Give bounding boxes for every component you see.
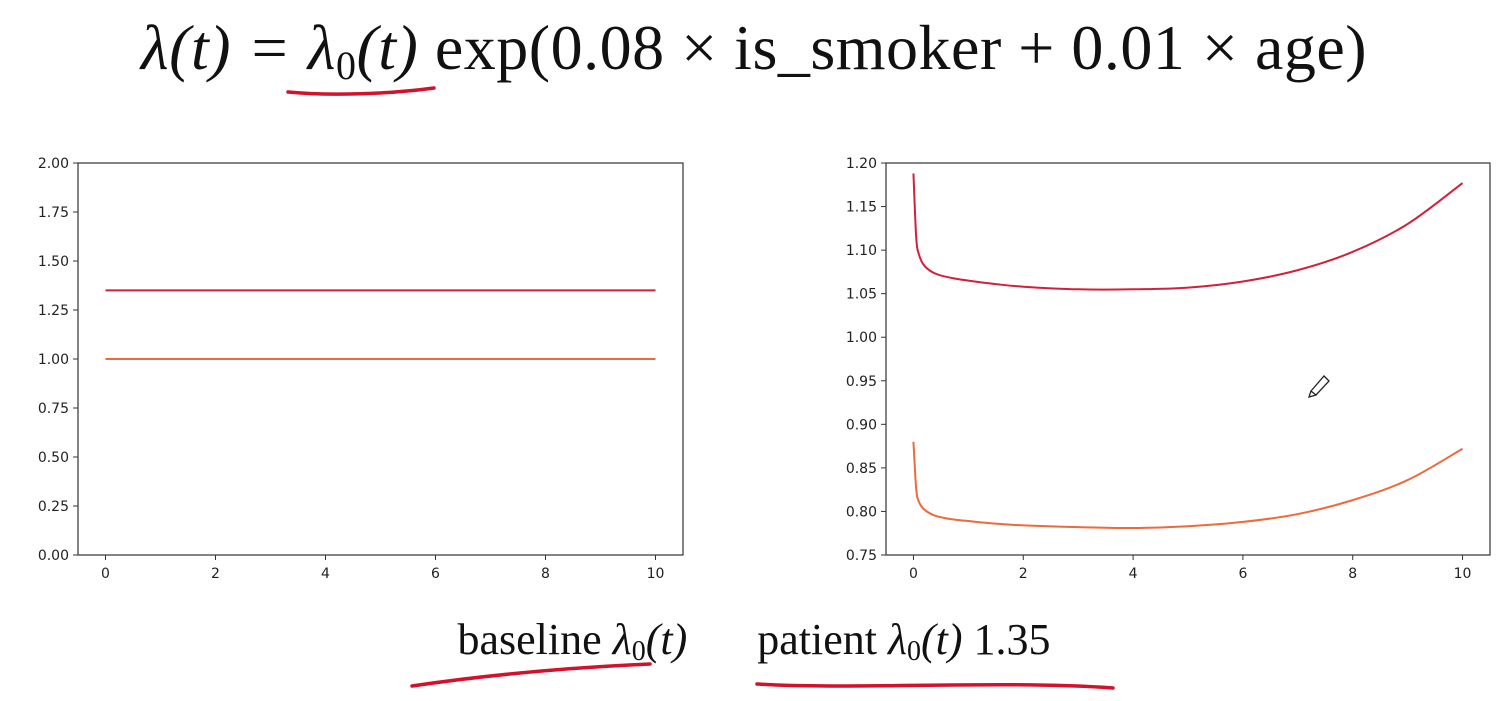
chart-0-x-tick-label: 10 [647, 566, 665, 582]
chart-1-plot-area: 0 2 4 6 8 10 0.75 0.80 0.85 0.90 0.95 1.00 1.05 1.10 1… [846, 156, 1491, 582]
chart-1-x-tick-label: 10 [1454, 566, 1472, 582]
chart-0-plot-area: 0 2 4 6 8 10 0.00 0.25 0.50 0.75 1.00 1.25 1.50 1.75 2… [38, 156, 684, 582]
formula-lambda0: λ0(t) [307, 12, 419, 88]
chart-1-x-tick-label: 6 [1238, 566, 1247, 582]
chart-0-x-tick-label: 4 [321, 566, 330, 582]
chart-1-series-0-line [912, 173, 1464, 291]
chart-0-y-tick-label: 0.00 [38, 548, 69, 564]
patient-multiplier: 1.35 [973, 615, 1051, 664]
chart-1-y-tick-label: 1.05 [846, 287, 877, 303]
chart-1-y-tick-label: 0.90 [846, 417, 877, 433]
chart-0-x-tick-label: 6 [431, 566, 440, 582]
chart-0-y-tick-label: 1.50 [38, 254, 69, 270]
chart-0-x-tick-label: 8 [541, 566, 550, 582]
chart-1-x-tick-label: 8 [1348, 566, 1357, 582]
chart-1-y-tick-label: 0.75 [846, 548, 877, 564]
chart-1-y-tick-label: 0.95 [846, 374, 877, 390]
chart-1-y-tick-label: 0.80 [846, 504, 877, 520]
chart-0-y-tick-label: 0.75 [38, 401, 69, 417]
chart-1-x-tick-label: 2 [1019, 566, 1028, 582]
baseline-label: baseline λ0(t) [457, 615, 688, 667]
chart-1-y-tick-label: 1.10 [846, 243, 877, 259]
chart-1-y-tick-label: 1.15 [846, 200, 877, 216]
formula-title: λ(t) = λ0(t) exp(0.08 × is_smoker + 0.01… [0, 8, 1508, 106]
chart-1-x-tick-label: 0 [909, 566, 918, 582]
chart-1-x-tick-label: 4 [1129, 566, 1138, 582]
chart-0-y-tick-label: 0.25 [38, 499, 69, 515]
bottom-caption: baseline λ0(t) patient λ0(t) 1.35 [0, 610, 1508, 682]
chart-0-x-tick-label: 2 [211, 566, 220, 582]
chart-0-y-tick-label: 0.50 [38, 450, 69, 466]
formula-lhs: λ(t) = [140, 12, 292, 83]
chart-0-y-tick-label: 2.00 [38, 156, 69, 172]
formula-rhs: exp(0.08 × is_smoker + 0.01 × age) [434, 12, 1368, 83]
chart-0-x-tick-label: 0 [101, 566, 110, 582]
chart-1-y-tick-label: 0.85 [846, 461, 877, 477]
chart-1-y-tick-label: 1.00 [846, 330, 877, 346]
chart-1-series-1-line [912, 441, 1464, 530]
chart-0-y-tick-label: 1.75 [38, 205, 69, 221]
chart-1-y-tick-label: 1.20 [846, 156, 877, 172]
chart-0-y-tick-label: 1.00 [38, 352, 69, 368]
chart-1-frame [885, 162, 1491, 556]
chart-0-y-tick-label: 1.25 [38, 303, 69, 319]
patient-label: patient λ0(t) 1.35 [757, 615, 1051, 667]
